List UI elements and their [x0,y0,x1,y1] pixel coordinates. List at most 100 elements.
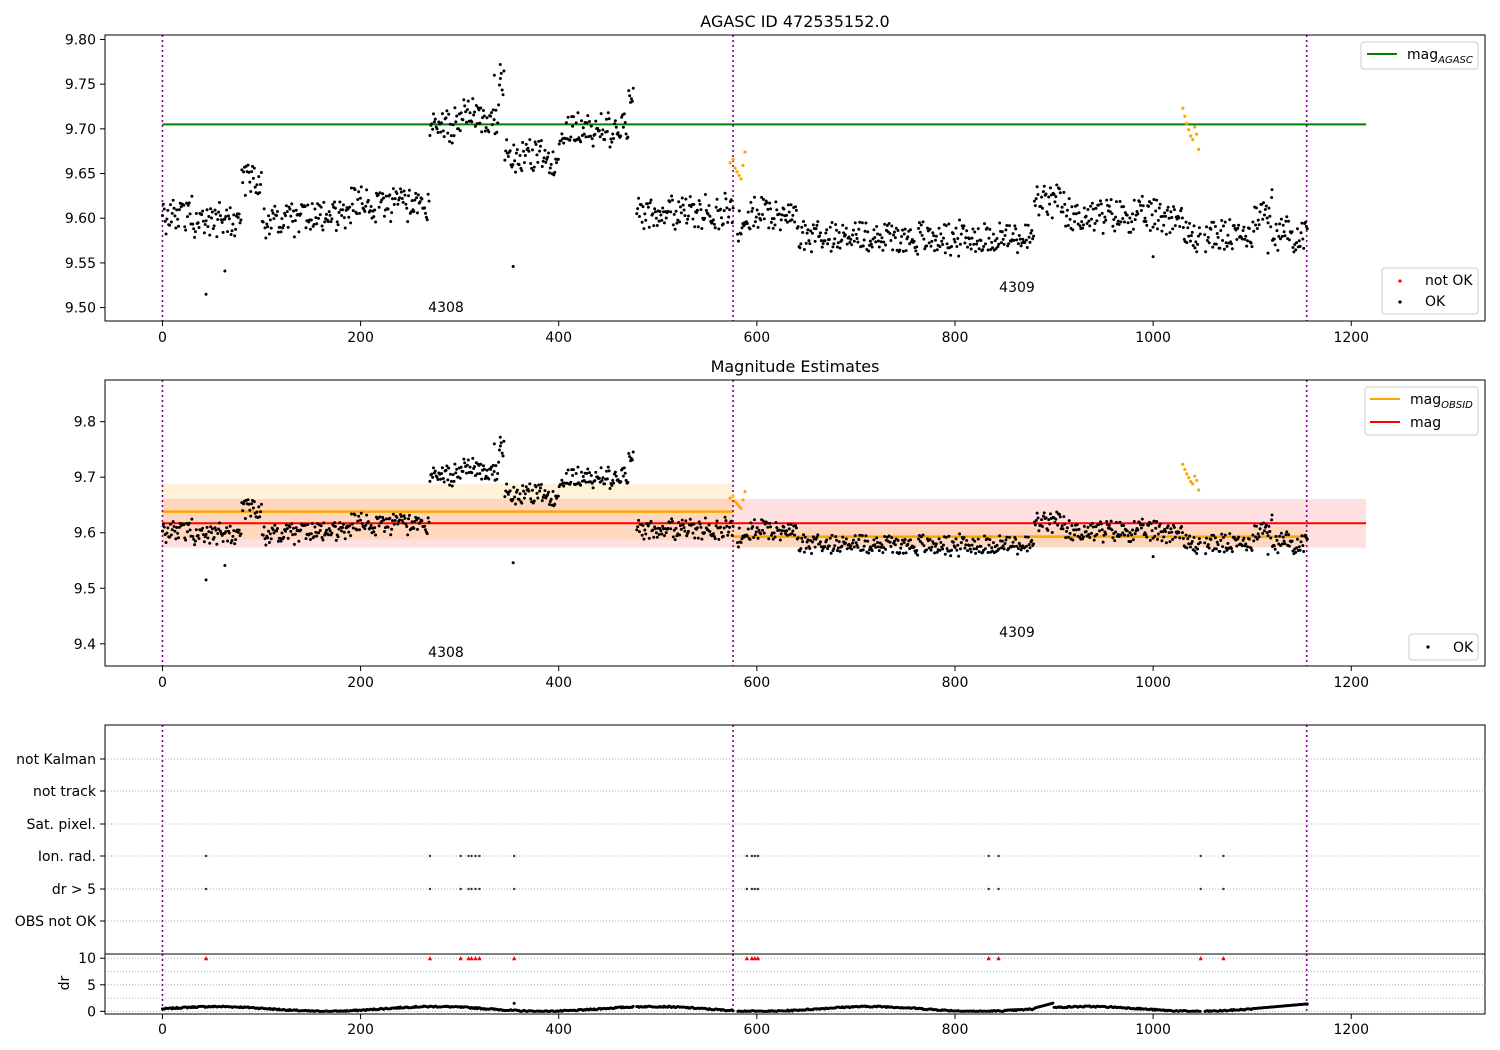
ok-point [1160,539,1164,543]
ok-point [1014,227,1018,231]
ok-point [1225,244,1229,248]
ok-point [736,239,740,243]
ok-point [730,533,734,537]
ok-point [736,232,740,236]
dr-clipped-marker [469,956,474,961]
ok-point [1203,233,1207,237]
ok-point [517,163,521,167]
ok-point [611,478,615,482]
ok-point [622,112,626,116]
ok-point [920,541,924,545]
ok-point [906,542,910,546]
ok-point [1164,530,1168,534]
ok-point [1058,515,1062,519]
ok-point [985,226,989,230]
ok-point [448,483,452,487]
legend-ok-status: not OK OK [1381,267,1479,315]
ok-point [773,535,777,539]
ok-point [711,532,715,536]
ok-point [668,200,672,204]
ok-point [1305,227,1309,231]
estimates-xtick-label: 0 [158,675,167,691]
ok-point [951,232,955,236]
ok-point [225,208,229,212]
ok-point [1151,255,1155,259]
ok-point [1075,203,1079,207]
flag-label: Ion. rad. [38,849,96,865]
ok-point [1118,199,1122,203]
ok-point [433,469,437,473]
ok-point [957,254,961,258]
ok-point [1102,220,1106,224]
ok-point [1149,201,1153,205]
ok-point [809,229,813,233]
ok-point [585,121,589,125]
ok-point [233,542,237,546]
ok-point [1099,202,1103,206]
ok-point [399,190,403,194]
ok-point [1114,520,1118,524]
ok-point [313,525,317,529]
ok-point [1065,214,1069,218]
ok-point [382,530,386,534]
ok-point [928,538,932,542]
ok-point [314,216,318,220]
ok-point [209,207,213,211]
ok-point [444,116,448,120]
ok-point [398,518,402,522]
ok-point [728,525,732,529]
ok-point [675,221,679,225]
ok-point [1287,238,1291,242]
ok-point [1294,550,1298,554]
ok-point [270,209,274,213]
ok-point [898,248,902,252]
ok-point [348,205,352,209]
ok-point [160,529,164,533]
ok-point [546,493,550,497]
ok-point [517,497,521,501]
ok-point [696,225,700,229]
ok-point [582,132,586,136]
obsid-label-4308-b: 4308 [428,645,464,661]
ok-point [952,237,956,241]
ok-point [780,529,784,533]
ok-point [1178,224,1182,228]
flag-point [512,887,516,891]
ok-point [1098,529,1102,533]
ok-point [914,551,918,555]
ok-point [934,234,938,238]
ok-point [1032,199,1036,203]
ok-point [994,247,998,251]
ok-point [233,234,237,238]
ok-point [637,214,641,218]
ok-point [453,462,457,466]
ok-point [860,534,864,538]
ok-point [1222,550,1226,554]
dr-xtick-label: 800 [942,1022,969,1038]
ok-point [161,522,165,526]
ok-point [404,202,408,206]
ok-point [1262,529,1266,533]
ok-point [359,185,363,189]
ok-point [1004,538,1008,542]
ok-point [1114,215,1118,219]
ok-point [1003,541,1007,545]
ok-point [536,160,540,164]
suspect-point [1187,128,1191,132]
ok-point [347,530,351,534]
ok-point [402,189,406,193]
dr-clipped-marker [1221,956,1226,961]
ok-point [1211,245,1215,249]
ok-point [1256,218,1260,222]
ok-point [1011,540,1015,544]
ok-point [288,207,292,211]
ok-point [168,522,172,526]
ok-point [1084,214,1088,218]
ok-point [1027,543,1031,547]
ok-point [524,142,528,146]
ok-point [636,525,640,529]
ok-point [1122,533,1126,537]
ok-point [1110,528,1114,532]
ok-point [727,215,731,219]
ok-point [470,471,474,475]
